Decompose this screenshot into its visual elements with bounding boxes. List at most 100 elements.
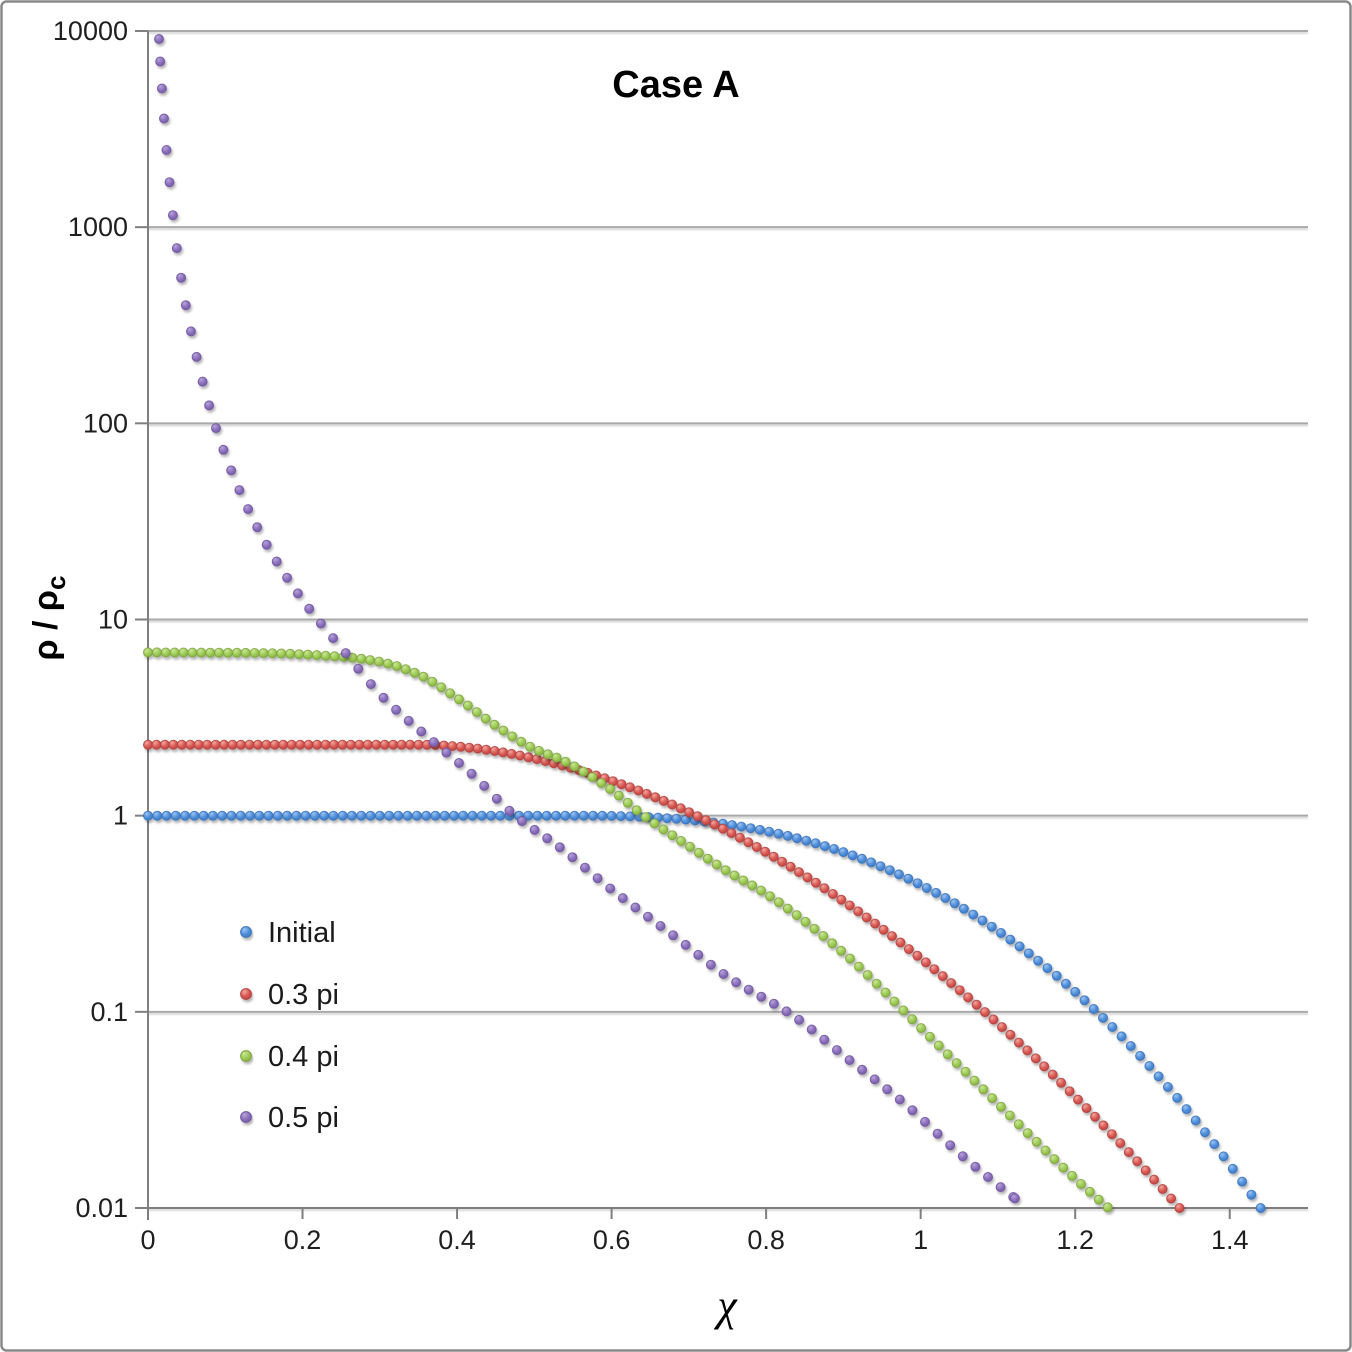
data-point <box>838 847 849 858</box>
data-point <box>853 906 864 917</box>
data-point <box>997 1022 1007 1033</box>
data-point <box>374 810 385 821</box>
data-point <box>1030 1053 1041 1064</box>
data-point <box>464 742 475 753</box>
data-point <box>940 893 951 903</box>
data-point <box>794 867 804 878</box>
data-point <box>436 682 447 693</box>
data-point <box>756 991 767 1002</box>
data-point <box>1076 1179 1086 1189</box>
data-point <box>667 830 678 841</box>
data-point <box>234 485 245 496</box>
data-point <box>729 870 740 881</box>
data-point <box>1064 1086 1075 1097</box>
data-point <box>977 915 988 926</box>
data-point <box>829 844 840 854</box>
data-point <box>151 739 162 750</box>
y-tick-label: 1000 <box>68 212 128 242</box>
data-point <box>471 707 482 718</box>
data-point <box>937 971 948 982</box>
data-point <box>176 272 187 283</box>
data-point <box>261 739 272 750</box>
data-point <box>454 694 464 705</box>
data-point <box>159 113 169 124</box>
data-point <box>921 883 932 893</box>
data-point <box>391 661 402 672</box>
data-point <box>836 945 847 956</box>
data-point <box>291 810 302 821</box>
data-point <box>400 664 411 675</box>
data-point <box>466 768 477 779</box>
data-point <box>606 810 617 821</box>
data-point <box>506 748 517 759</box>
data-point <box>196 647 207 658</box>
data-point <box>1218 1151 1229 1162</box>
data-point <box>320 650 331 661</box>
data-point <box>504 805 515 816</box>
data-point <box>701 815 711 826</box>
data-point <box>347 810 357 821</box>
data-point <box>912 950 923 961</box>
data-point <box>345 739 356 750</box>
data-point <box>996 928 1006 938</box>
data-point <box>1067 1170 1078 1181</box>
data-point <box>1009 1193 1020 1204</box>
data-point <box>534 745 544 756</box>
data-point <box>903 944 914 955</box>
data-point <box>949 898 960 909</box>
data-point <box>567 852 578 863</box>
data-point <box>957 1151 968 1162</box>
data-point <box>240 647 251 658</box>
data-point <box>489 719 500 730</box>
data-point <box>495 810 506 821</box>
data-point <box>449 810 459 821</box>
data-point <box>560 756 571 767</box>
data-point <box>320 739 331 750</box>
y-tick-label: 0.1 <box>90 997 128 1027</box>
data-point <box>882 1084 893 1095</box>
data-point <box>467 810 478 821</box>
data-point <box>718 969 729 979</box>
data-point <box>819 841 830 852</box>
data-point <box>541 810 552 821</box>
data-point <box>542 749 553 760</box>
data-point <box>416 726 427 737</box>
data-point <box>580 862 590 873</box>
data-point <box>782 903 793 914</box>
data-point <box>616 779 627 790</box>
data-point <box>154 34 164 44</box>
data-point <box>143 739 153 750</box>
data-point <box>143 647 153 658</box>
data-point <box>161 810 172 821</box>
data-point <box>587 772 598 783</box>
legend-marker-0.4pi <box>240 1050 252 1062</box>
data-point <box>531 754 542 765</box>
data-point <box>844 1055 855 1066</box>
data-point <box>853 961 864 972</box>
data-point <box>705 959 716 970</box>
data-point <box>1073 1094 1083 1105</box>
data-point <box>379 739 390 750</box>
data-point <box>481 744 492 755</box>
data-point <box>180 300 191 311</box>
data-point <box>765 891 775 902</box>
data-point <box>396 739 407 750</box>
data-point <box>596 778 607 788</box>
data-point <box>365 810 376 821</box>
data-point <box>226 465 237 476</box>
data-point <box>827 889 838 899</box>
data-point <box>631 805 642 816</box>
data-point <box>223 647 233 658</box>
data-point <box>924 1031 935 1042</box>
data-point <box>167 210 178 221</box>
data-point <box>180 810 191 821</box>
data-point <box>1237 1176 1248 1187</box>
data-point <box>403 715 414 726</box>
data-point <box>498 747 509 758</box>
data-point <box>329 739 339 750</box>
data-point <box>1209 1139 1220 1150</box>
data-point <box>189 810 200 821</box>
data-point <box>980 1007 990 1018</box>
data-point <box>983 1172 993 1182</box>
data-point <box>164 177 175 188</box>
